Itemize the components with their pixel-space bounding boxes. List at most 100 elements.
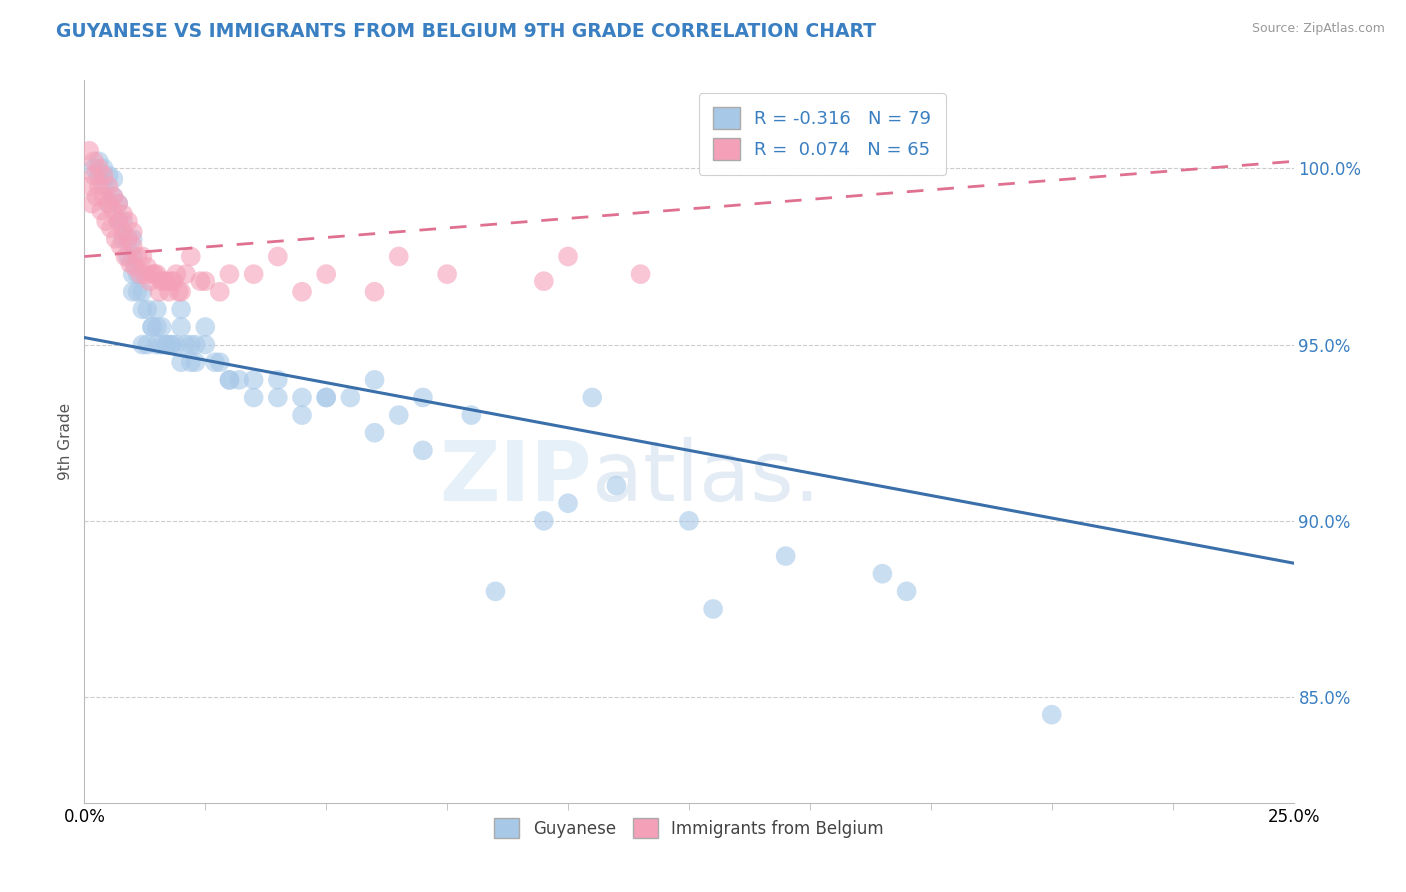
Point: [315, 267, 337, 281]
Point: [138, 274, 160, 288]
Point: [77, 144, 100, 158]
Point: [267, 391, 290, 405]
Point: [127, 285, 149, 299]
Point: [155, 337, 177, 351]
Point: [80, 196, 103, 211]
Point: [581, 391, 603, 405]
Point: [141, 320, 163, 334]
Point: [291, 408, 314, 422]
Point: [388, 408, 411, 422]
Point: [146, 267, 169, 281]
Point: [131, 250, 153, 264]
Point: [121, 267, 143, 281]
Point: [363, 373, 385, 387]
Point: [208, 285, 231, 299]
Point: [100, 221, 122, 235]
Point: [94, 214, 117, 228]
Text: GUYANESE VS IMMIGRANTS FROM BELGIUM 9TH GRADE CORRELATION CHART: GUYANESE VS IMMIGRANTS FROM BELGIUM 9TH …: [56, 22, 876, 41]
Point: [136, 337, 159, 351]
Point: [208, 355, 231, 369]
Point: [155, 274, 177, 288]
Point: [484, 584, 506, 599]
Point: [218, 267, 240, 281]
Point: [170, 302, 193, 317]
Point: [194, 337, 217, 351]
Text: ZIP: ZIP: [440, 437, 592, 518]
Text: Source: ZipAtlas.com: Source: ZipAtlas.com: [1251, 22, 1385, 36]
Point: [112, 232, 135, 246]
Point: [170, 355, 193, 369]
Point: [184, 355, 207, 369]
Point: [218, 373, 240, 387]
Point: [146, 302, 169, 317]
Point: [180, 337, 202, 351]
Point: [93, 161, 115, 176]
Point: [190, 274, 212, 288]
Point: [127, 250, 149, 264]
Point: [143, 267, 166, 281]
Point: [103, 189, 125, 203]
Point: [103, 189, 125, 203]
Point: [436, 267, 458, 281]
Point: [129, 267, 152, 281]
Point: [150, 337, 173, 351]
Point: [678, 514, 700, 528]
Point: [557, 250, 579, 264]
Point: [107, 214, 129, 228]
Point: [242, 391, 264, 405]
Point: [112, 214, 135, 228]
Point: [160, 337, 183, 351]
Point: [93, 189, 115, 203]
Point: [83, 169, 105, 183]
Point: [117, 232, 139, 246]
Point: [83, 154, 105, 169]
Point: [97, 169, 120, 183]
Point: [103, 203, 125, 218]
Point: [291, 285, 314, 299]
Point: [121, 250, 143, 264]
Text: atlas.: atlas.: [592, 437, 821, 518]
Point: [267, 250, 290, 264]
Point: [204, 355, 226, 369]
Point: [131, 285, 153, 299]
Point: [160, 337, 183, 351]
Point: [170, 320, 193, 334]
Point: [174, 337, 197, 351]
Point: [218, 373, 240, 387]
Point: [533, 274, 555, 288]
Point: [630, 267, 652, 281]
Point: [160, 274, 183, 288]
Point: [93, 169, 115, 183]
Point: [124, 260, 146, 274]
Point: [136, 260, 159, 274]
Point: [127, 267, 149, 281]
Point: [775, 549, 797, 563]
Point: [121, 232, 143, 246]
Point: [131, 337, 153, 351]
Point: [136, 302, 159, 317]
Point: [97, 179, 120, 194]
Y-axis label: 9th Grade: 9th Grade: [58, 403, 73, 480]
Point: [460, 408, 482, 422]
Point: [167, 285, 190, 299]
Point: [1040, 707, 1063, 722]
Point: [141, 267, 163, 281]
Point: [412, 391, 434, 405]
Point: [121, 285, 143, 299]
Point: [141, 320, 163, 334]
Point: [131, 302, 153, 317]
Point: [121, 239, 143, 253]
Point: [267, 373, 290, 387]
Point: [165, 267, 187, 281]
Point: [291, 391, 314, 405]
Point: [107, 196, 129, 211]
Point: [93, 179, 115, 194]
Point: [163, 274, 186, 288]
Point: [104, 232, 127, 246]
Point: [86, 189, 108, 203]
Point: [388, 250, 411, 264]
Point: [87, 161, 110, 176]
Point: [315, 391, 337, 405]
Point: [339, 391, 361, 405]
Point: [180, 250, 202, 264]
